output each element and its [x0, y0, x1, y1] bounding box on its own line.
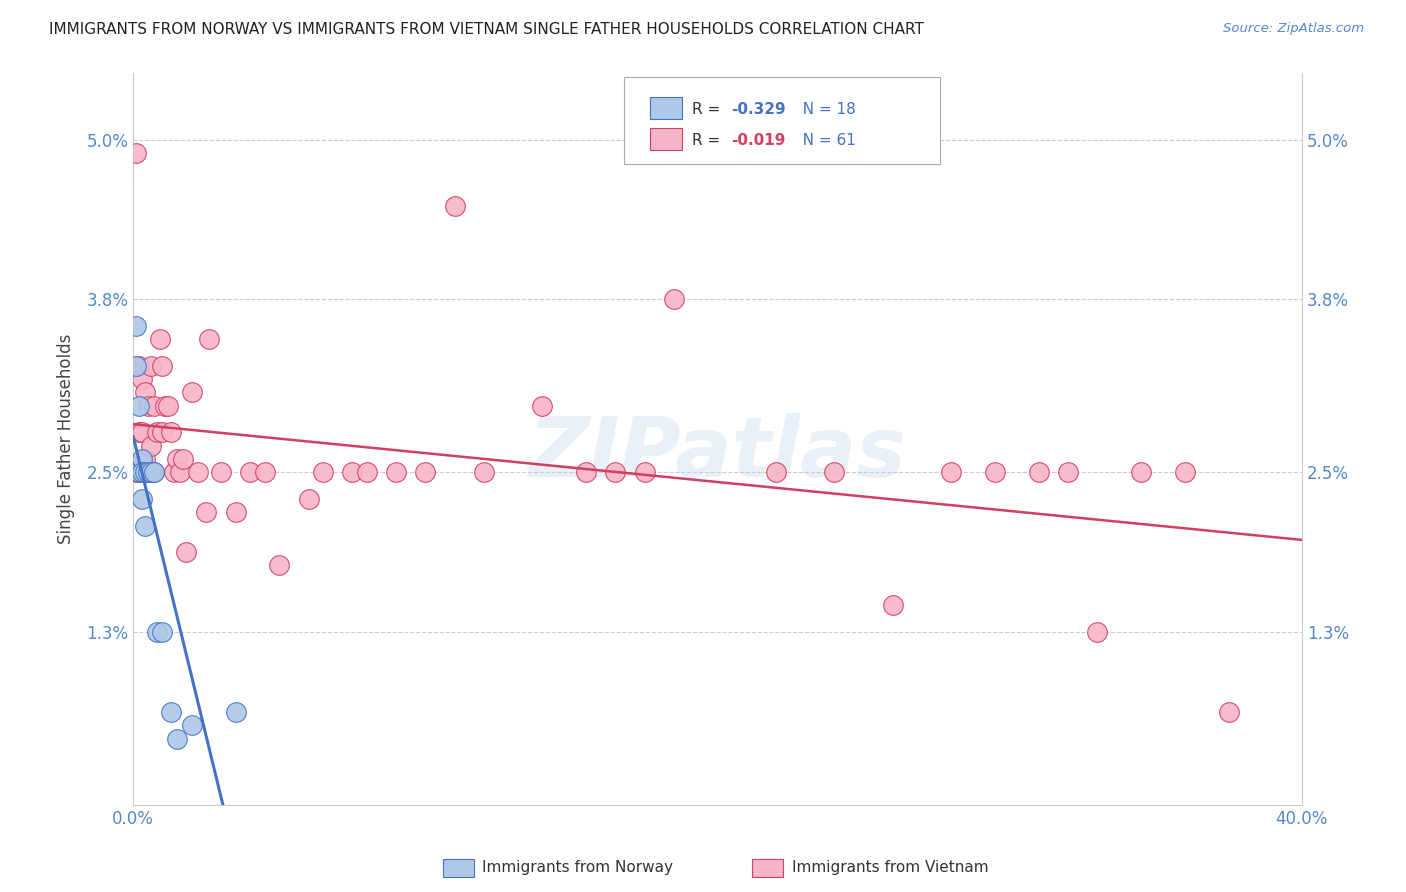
- Point: [225, 705, 247, 719]
- Point: [356, 465, 378, 479]
- Point: [209, 465, 232, 479]
- FancyBboxPatch shape: [650, 128, 682, 150]
- Point: [145, 625, 167, 640]
- Point: [125, 145, 148, 160]
- Point: [941, 465, 963, 479]
- Point: [125, 465, 148, 479]
- Point: [152, 359, 174, 373]
- Point: [1085, 625, 1108, 640]
- Point: [136, 465, 159, 479]
- Point: [128, 425, 150, 440]
- Point: [180, 718, 202, 732]
- Text: -0.019: -0.019: [731, 133, 786, 148]
- Point: [136, 399, 159, 413]
- Point: [823, 465, 845, 479]
- Point: [1218, 705, 1240, 719]
- Text: Immigrants from Vietnam: Immigrants from Vietnam: [792, 861, 988, 875]
- Point: [1057, 465, 1080, 479]
- Point: [128, 465, 150, 479]
- Point: [662, 292, 685, 306]
- Point: [142, 399, 165, 413]
- Text: Source: ZipAtlas.com: Source: ZipAtlas.com: [1223, 22, 1364, 36]
- Point: [136, 465, 159, 479]
- Y-axis label: Single Father Households: Single Father Households: [58, 334, 75, 544]
- Text: N = 18: N = 18: [787, 102, 855, 117]
- Point: [128, 359, 150, 373]
- Point: [575, 465, 598, 479]
- Point: [342, 465, 364, 479]
- Point: [160, 705, 183, 719]
- Point: [148, 332, 170, 346]
- Point: [142, 465, 165, 479]
- Point: [139, 359, 162, 373]
- Point: [984, 465, 1007, 479]
- Point: [128, 399, 150, 413]
- Point: [152, 425, 174, 440]
- Point: [443, 199, 465, 213]
- Text: R =: R =: [692, 102, 725, 117]
- Point: [187, 465, 209, 479]
- Point: [163, 465, 186, 479]
- Point: [155, 399, 177, 413]
- Point: [131, 425, 153, 440]
- FancyBboxPatch shape: [650, 97, 682, 120]
- Point: [180, 385, 202, 400]
- Point: [472, 465, 495, 479]
- Point: [172, 452, 194, 467]
- Point: [1028, 465, 1050, 479]
- Point: [253, 465, 276, 479]
- Point: [269, 558, 291, 573]
- Point: [160, 425, 183, 440]
- Point: [152, 625, 174, 640]
- Point: [125, 318, 148, 333]
- FancyBboxPatch shape: [624, 77, 939, 164]
- Point: [131, 452, 153, 467]
- Point: [765, 465, 787, 479]
- Point: [166, 731, 188, 746]
- Point: [134, 452, 156, 467]
- Point: [125, 359, 148, 373]
- Point: [166, 452, 188, 467]
- Point: [415, 465, 437, 479]
- Text: IMMIGRANTS FROM NORWAY VS IMMIGRANTS FROM VIETNAM SINGLE FATHER HOUSEHOLDS CORRE: IMMIGRANTS FROM NORWAY VS IMMIGRANTS FRO…: [49, 22, 924, 37]
- Point: [1174, 465, 1197, 479]
- Point: [195, 505, 218, 519]
- Text: -0.329: -0.329: [731, 102, 786, 117]
- Point: [239, 465, 262, 479]
- Point: [145, 425, 167, 440]
- Point: [131, 465, 153, 479]
- Point: [142, 465, 165, 479]
- Point: [312, 465, 335, 479]
- Point: [633, 465, 655, 479]
- Point: [128, 465, 150, 479]
- Point: [385, 465, 408, 479]
- Point: [134, 465, 156, 479]
- Point: [531, 399, 554, 413]
- Point: [131, 372, 153, 386]
- Point: [174, 545, 197, 559]
- Point: [605, 465, 627, 479]
- Point: [297, 491, 319, 506]
- Point: [157, 399, 180, 413]
- Point: [131, 465, 153, 479]
- Point: [139, 439, 162, 453]
- Text: N = 61: N = 61: [787, 133, 855, 148]
- Point: [1130, 465, 1153, 479]
- Text: ZIPatlas: ZIPatlas: [529, 413, 907, 494]
- Point: [882, 599, 904, 613]
- Point: [169, 465, 191, 479]
- Point: [139, 465, 162, 479]
- Point: [198, 332, 221, 346]
- Point: [225, 505, 247, 519]
- Text: R =: R =: [692, 133, 725, 148]
- Point: [131, 491, 153, 506]
- Text: Immigrants from Norway: Immigrants from Norway: [482, 861, 673, 875]
- Point: [134, 385, 156, 400]
- Point: [134, 518, 156, 533]
